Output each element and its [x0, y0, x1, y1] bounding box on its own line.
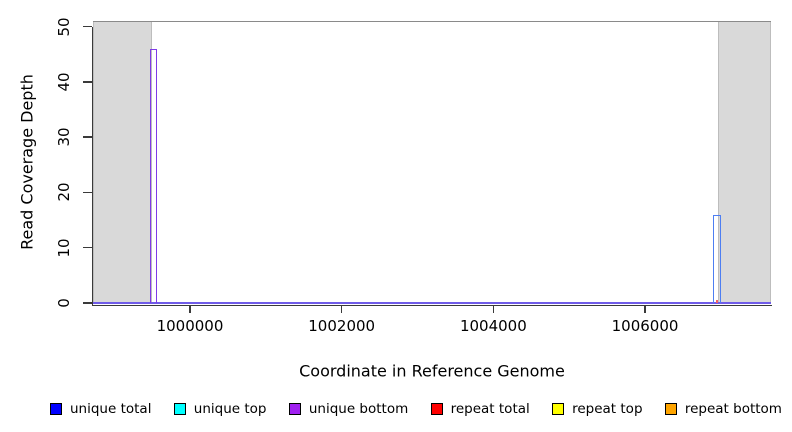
legend-item-repeat-top: repeat top — [552, 401, 643, 417]
legend-item-unique-total: unique total — [50, 401, 151, 417]
y-axis-title: Read Coverage Depth — [17, 74, 37, 250]
y-tick — [83, 302, 92, 304]
x-axis-title: Coordinate in Reference Genome — [299, 361, 565, 381]
legend-item-unique-bottom: unique bottom — [288, 401, 409, 417]
legend: unique total unique top unique bottom repea… — [50, 399, 782, 419]
legend-swatch-icon — [288, 403, 301, 415]
coverage-spike-unique-total — [713, 214, 721, 303]
legend-label: unique bottom — [308, 401, 409, 417]
shaded-region — [93, 21, 152, 303]
y-tick-label: 40 — [55, 72, 73, 92]
x-tick — [340, 305, 343, 313]
legend-item-repeat-bottom: repeat bottom — [664, 401, 782, 417]
x-tick-label: 1000000 — [156, 317, 224, 335]
y-tick — [83, 136, 92, 138]
x-tick-label: 1002000 — [308, 317, 376, 335]
y-tick-label: 20 — [55, 182, 73, 202]
x-tick — [644, 305, 646, 313]
legend-item-unique-top: unique top — [173, 401, 267, 417]
legend-swatch-icon — [430, 403, 443, 415]
legend-swatch-icon — [50, 403, 62, 415]
x-tick-label: 1006000 — [611, 317, 679, 335]
legend-swatch-icon — [664, 403, 677, 415]
top-boundary-line — [93, 20, 771, 22]
legend-label: repeat total — [450, 401, 530, 417]
y-tick-label: 50 — [55, 16, 73, 37]
y-tick — [83, 246, 92, 249]
legend-label: repeat top — [572, 401, 643, 417]
y-tick — [83, 25, 92, 28]
coverage-baseline — [93, 301, 771, 304]
x-tick-label: 1004000 — [459, 317, 527, 335]
shaded-region — [718, 21, 771, 303]
coverage-spike-repeat-total — [716, 300, 719, 303]
legend-item-repeat-total: repeat total — [430, 401, 530, 417]
legend-swatch-icon — [173, 403, 186, 415]
legend-swatch-icon — [552, 403, 565, 415]
coverage-spike-unique-bottom — [150, 48, 157, 303]
y-tick-label: 30 — [55, 127, 73, 147]
y-tick — [83, 81, 92, 83]
x-tick — [492, 305, 495, 313]
y-tick-label: 0 — [55, 298, 73, 308]
y-tick — [83, 191, 92, 194]
y-tick-label: 10 — [55, 238, 73, 258]
x-tick — [189, 305, 191, 313]
legend-label: unique total — [70, 401, 152, 417]
y-axis-line — [92, 26, 93, 305]
legend-label: unique top — [193, 401, 267, 417]
legend-label: repeat bottom — [684, 401, 782, 417]
x-axis-line — [92, 304, 772, 306]
